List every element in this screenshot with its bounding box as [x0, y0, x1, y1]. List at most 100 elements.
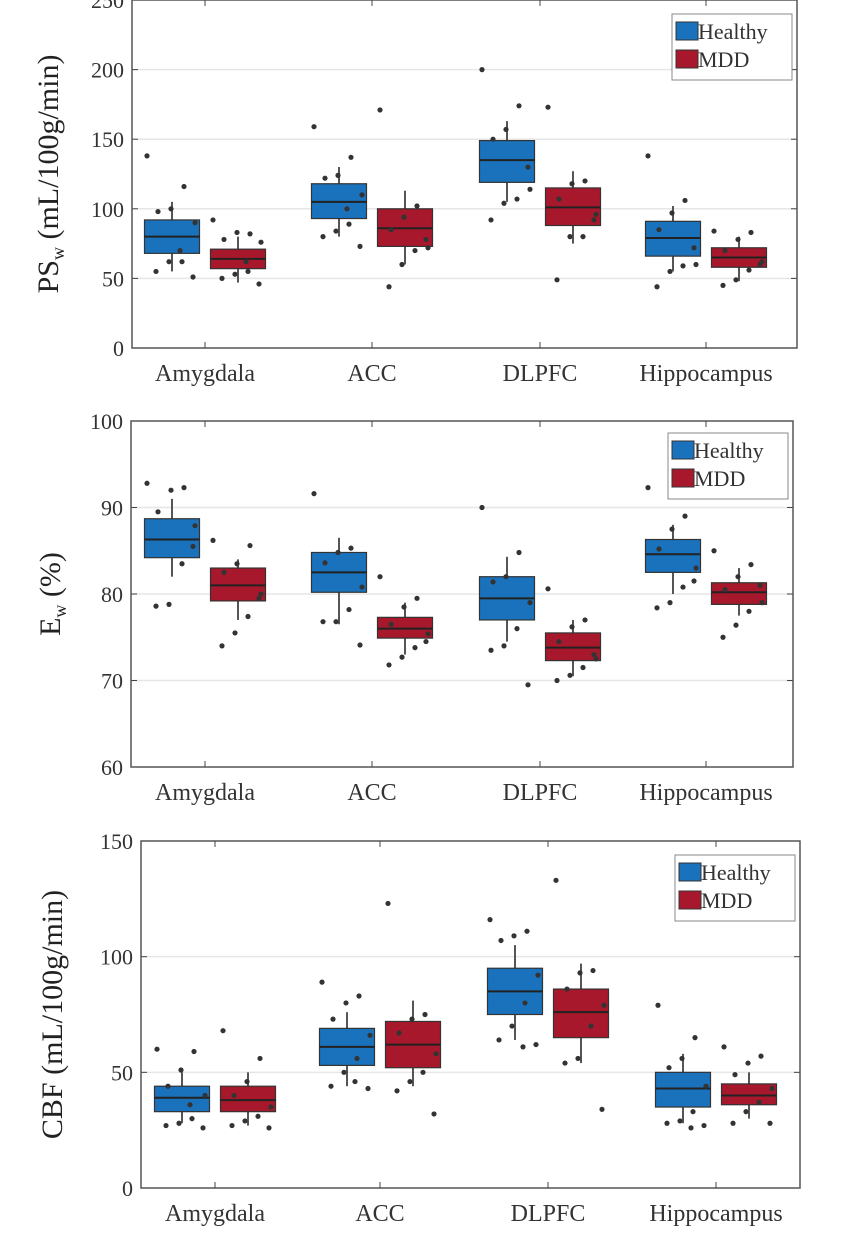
box-healthy-hippocampus — [644, 485, 702, 611]
data-point — [501, 643, 507, 649]
data-point — [433, 1051, 439, 1057]
data-point — [590, 967, 596, 974]
data-point — [176, 1120, 182, 1126]
y-tick-label: 200 — [91, 58, 124, 83]
box-mdd-hippocampus — [710, 228, 768, 288]
data-point — [244, 1078, 250, 1085]
data-point — [181, 183, 187, 190]
data-point — [414, 595, 420, 601]
box-healthy-amygdala — [143, 153, 201, 280]
data-point — [588, 1023, 594, 1029]
data-point — [680, 263, 686, 269]
data-point — [219, 643, 225, 649]
y-tick-label: 0 — [122, 1176, 133, 1201]
data-point — [202, 1092, 208, 1099]
data-point — [527, 600, 533, 606]
data-point — [509, 1023, 515, 1029]
y-axis-label: CBF (mL/100g/min) — [36, 890, 69, 1139]
data-point — [268, 1104, 274, 1110]
data-point — [320, 619, 326, 625]
data-point — [348, 154, 354, 160]
data-point — [245, 268, 251, 275]
data-point — [564, 986, 570, 992]
data-point — [354, 1055, 360, 1062]
x-tick-label: ACC — [355, 1201, 404, 1227]
data-point — [520, 1044, 526, 1050]
data-point — [166, 601, 172, 607]
data-point — [479, 504, 485, 511]
box-mdd-amygdala — [209, 217, 267, 287]
box — [478, 139, 536, 183]
box-mdd-dlpfc — [544, 586, 602, 684]
data-point — [682, 197, 688, 204]
data-point — [533, 1041, 539, 1048]
data-point — [556, 638, 562, 645]
x-tick-label: Hippocampus — [639, 361, 772, 387]
y-tick-label: 0 — [113, 336, 124, 361]
data-point — [693, 565, 699, 571]
data-point — [388, 227, 394, 233]
data-point — [711, 228, 717, 234]
data-point — [582, 617, 588, 623]
data-point — [154, 1046, 160, 1052]
y-axis-label: PSw (mL/100g/min) — [32, 55, 68, 294]
data-point — [423, 236, 429, 243]
data-point — [328, 1083, 334, 1089]
data-point — [701, 1122, 707, 1129]
axes-frame — [131, 0, 798, 349]
legend-label-mdd: MDD — [701, 888, 752, 913]
data-point — [488, 647, 494, 653]
data-point — [721, 1044, 727, 1050]
data-point — [488, 217, 494, 223]
legend-swatch-mdd — [675, 49, 699, 69]
data-point — [756, 1099, 762, 1106]
data-point — [187, 1102, 193, 1108]
legend-label-healthy: Healthy — [698, 19, 768, 44]
data-point — [422, 1011, 428, 1018]
data-point — [516, 103, 522, 109]
data-point — [514, 196, 520, 202]
data-point — [210, 537, 216, 543]
data-point — [311, 491, 317, 497]
data-point — [769, 1085, 775, 1092]
data-point — [412, 247, 418, 254]
box — [153, 1085, 211, 1113]
data-point — [256, 595, 262, 601]
data-point — [179, 259, 185, 265]
data-point — [431, 1111, 437, 1117]
axes-frame — [140, 840, 801, 1189]
y-axis-label-unit: (mL/100g/min) — [32, 55, 65, 247]
legend-label-mdd: MDD — [698, 47, 749, 72]
box-mdd-amygdala — [209, 537, 267, 649]
data-point — [490, 579, 496, 585]
data-point — [178, 1067, 184, 1073]
data-point — [591, 651, 597, 658]
data-point — [732, 1072, 738, 1078]
y-axis-label-main: PS — [32, 260, 65, 293]
data-point — [394, 1088, 400, 1094]
data-point — [189, 1116, 195, 1122]
data-point — [231, 1092, 237, 1099]
data-point — [388, 621, 394, 627]
data-point — [247, 231, 253, 237]
data-point — [553, 877, 559, 883]
data-point — [745, 1060, 751, 1066]
data-point — [322, 560, 328, 566]
data-point — [690, 1109, 696, 1115]
data-point — [232, 271, 238, 277]
box-mdd-acc — [376, 574, 434, 668]
data-point — [234, 561, 240, 567]
data-point — [667, 268, 673, 275]
data-point — [654, 284, 660, 290]
data-point — [746, 267, 752, 273]
data-point — [733, 622, 739, 628]
data-point — [255, 1113, 261, 1119]
data-point — [168, 487, 174, 493]
y-tick-label: 100 — [91, 197, 124, 222]
data-point — [420, 1069, 426, 1075]
data-point — [511, 933, 517, 939]
box-healthy-hippocampus — [654, 1002, 712, 1131]
legend-swatch-healthy — [678, 862, 702, 882]
y-axis-label-subscript: w — [50, 605, 70, 618]
